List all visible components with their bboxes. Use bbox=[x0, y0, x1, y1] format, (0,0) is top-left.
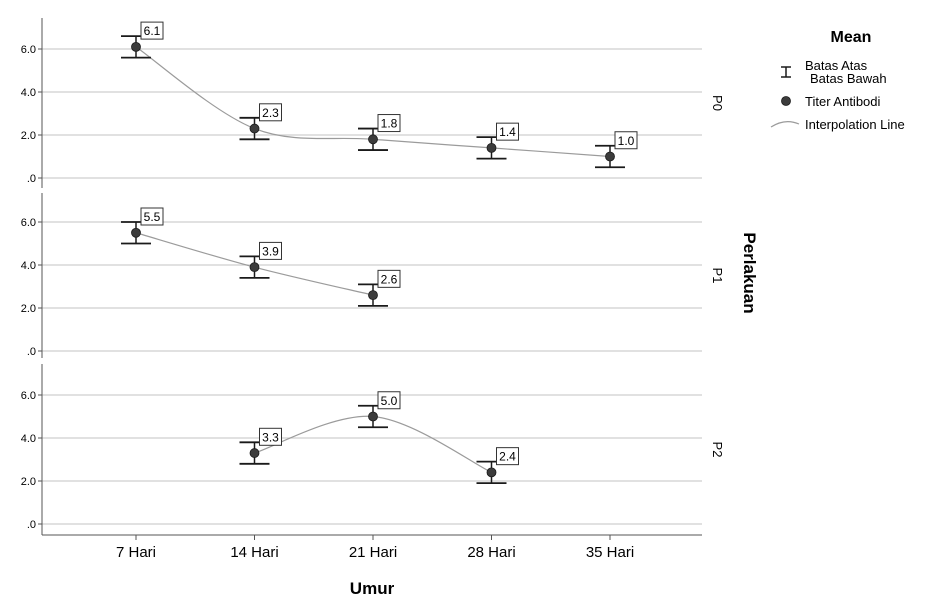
data-label: 1.0 bbox=[618, 134, 635, 148]
data-label-box bbox=[140, 207, 164, 226]
legend-line-icon bbox=[770, 121, 800, 128]
mean-point bbox=[486, 142, 497, 153]
mean-point bbox=[368, 134, 378, 145]
mean-point bbox=[368, 411, 378, 422]
data-label-box bbox=[377, 114, 401, 133]
data-label: 5.0 bbox=[381, 394, 398, 408]
legend-errorbar-icon bbox=[781, 66, 791, 78]
y-tick-label: 4.0 bbox=[21, 87, 36, 99]
mean-point bbox=[131, 41, 141, 52]
x-tick-label: 28 Hari bbox=[467, 544, 515, 561]
panel-p1: .0 2.0 4.0 6.0 P1 5.5 3.9 2.6 bbox=[21, 193, 725, 358]
legend: Mean Batas Atas Batas Bawah Titer Antibo… bbox=[770, 29, 905, 132]
x-tick-label: 21 Hari bbox=[349, 544, 397, 561]
data-label-box bbox=[140, 21, 164, 40]
x-axis-title: Umur bbox=[350, 579, 395, 598]
y-tick-label: 6.0 bbox=[21, 44, 36, 56]
legend-errorbar-label-upper: Batas Atas bbox=[805, 58, 868, 73]
legend-errorbar-label-lower: Batas Bawah bbox=[810, 71, 887, 86]
y-tick-label: 4.0 bbox=[21, 260, 36, 272]
facet-label-p1: P1 bbox=[710, 268, 725, 284]
y-tick-label: 6.0 bbox=[21, 217, 36, 229]
data-label: 1.4 bbox=[499, 125, 516, 139]
legend-line-label: Interpolation Line bbox=[805, 117, 905, 132]
data-label-box bbox=[614, 131, 638, 150]
panel-p2: .0 2.0 4.0 6.0 7 Hari 14 Hari 21 Hari 28 Hari 35… bbox=[21, 364, 725, 561]
data-label-box bbox=[259, 103, 282, 122]
y-tick-label: 4.0 bbox=[21, 433, 36, 445]
legend-point-icon bbox=[781, 96, 791, 106]
data-label-box bbox=[377, 391, 401, 410]
mean-point bbox=[249, 123, 260, 134]
data-label: 3.3 bbox=[262, 430, 279, 444]
facet-axis-title: Perlakuan bbox=[740, 232, 759, 313]
data-label: 6.1 bbox=[144, 24, 161, 38]
legend-point-label: Titer Antibodi bbox=[805, 94, 881, 109]
x-tick-label: 7 Hari bbox=[116, 544, 156, 561]
mean-point bbox=[249, 262, 260, 273]
data-label: 2.3 bbox=[262, 106, 279, 120]
data-label: 3.9 bbox=[262, 244, 279, 258]
data-label-box bbox=[377, 269, 401, 288]
mean-point bbox=[249, 448, 260, 458]
mean-point bbox=[368, 290, 378, 301]
mean-point bbox=[605, 151, 615, 162]
data-label-box bbox=[496, 447, 519, 466]
facet-label-p2: P2 bbox=[710, 442, 725, 458]
y-tick-label: .0 bbox=[27, 519, 36, 531]
x-tick-label: 35 Hari bbox=[586, 544, 634, 561]
y-tick-label: 6.0 bbox=[21, 390, 36, 402]
legend-title: Mean bbox=[831, 29, 872, 46]
y-tick-label: .0 bbox=[27, 346, 36, 358]
x-tick-label: 14 Hari bbox=[230, 544, 278, 561]
facet-label-p0: P0 bbox=[710, 95, 725, 111]
data-label-box bbox=[496, 122, 519, 141]
mean-point bbox=[131, 227, 141, 238]
interpolation-line bbox=[135, 46, 611, 158]
data-label: 1.8 bbox=[381, 117, 398, 131]
data-label-box bbox=[259, 241, 282, 260]
data-label: 2.4 bbox=[499, 450, 516, 464]
mean-point bbox=[486, 467, 497, 478]
y-tick-label: 2.0 bbox=[21, 303, 36, 315]
data-label-box bbox=[259, 427, 282, 446]
data-label: 5.5 bbox=[144, 210, 161, 224]
y-tick-label: 2.0 bbox=[21, 130, 36, 142]
panels-layer: .0 2.0 4.0 6.0 P0 6.1 2.3 1.8 1.4 1.0 .0 2.0 4.0 6.0 P… bbox=[21, 18, 725, 561]
y-tick-label: .0 bbox=[27, 173, 36, 185]
panel-p0: .0 2.0 4.0 6.0 P0 6.1 2.3 1.8 1.4 1.0 bbox=[21, 18, 725, 188]
y-tick-label: 2.0 bbox=[21, 476, 36, 488]
data-label: 2.6 bbox=[381, 272, 398, 286]
